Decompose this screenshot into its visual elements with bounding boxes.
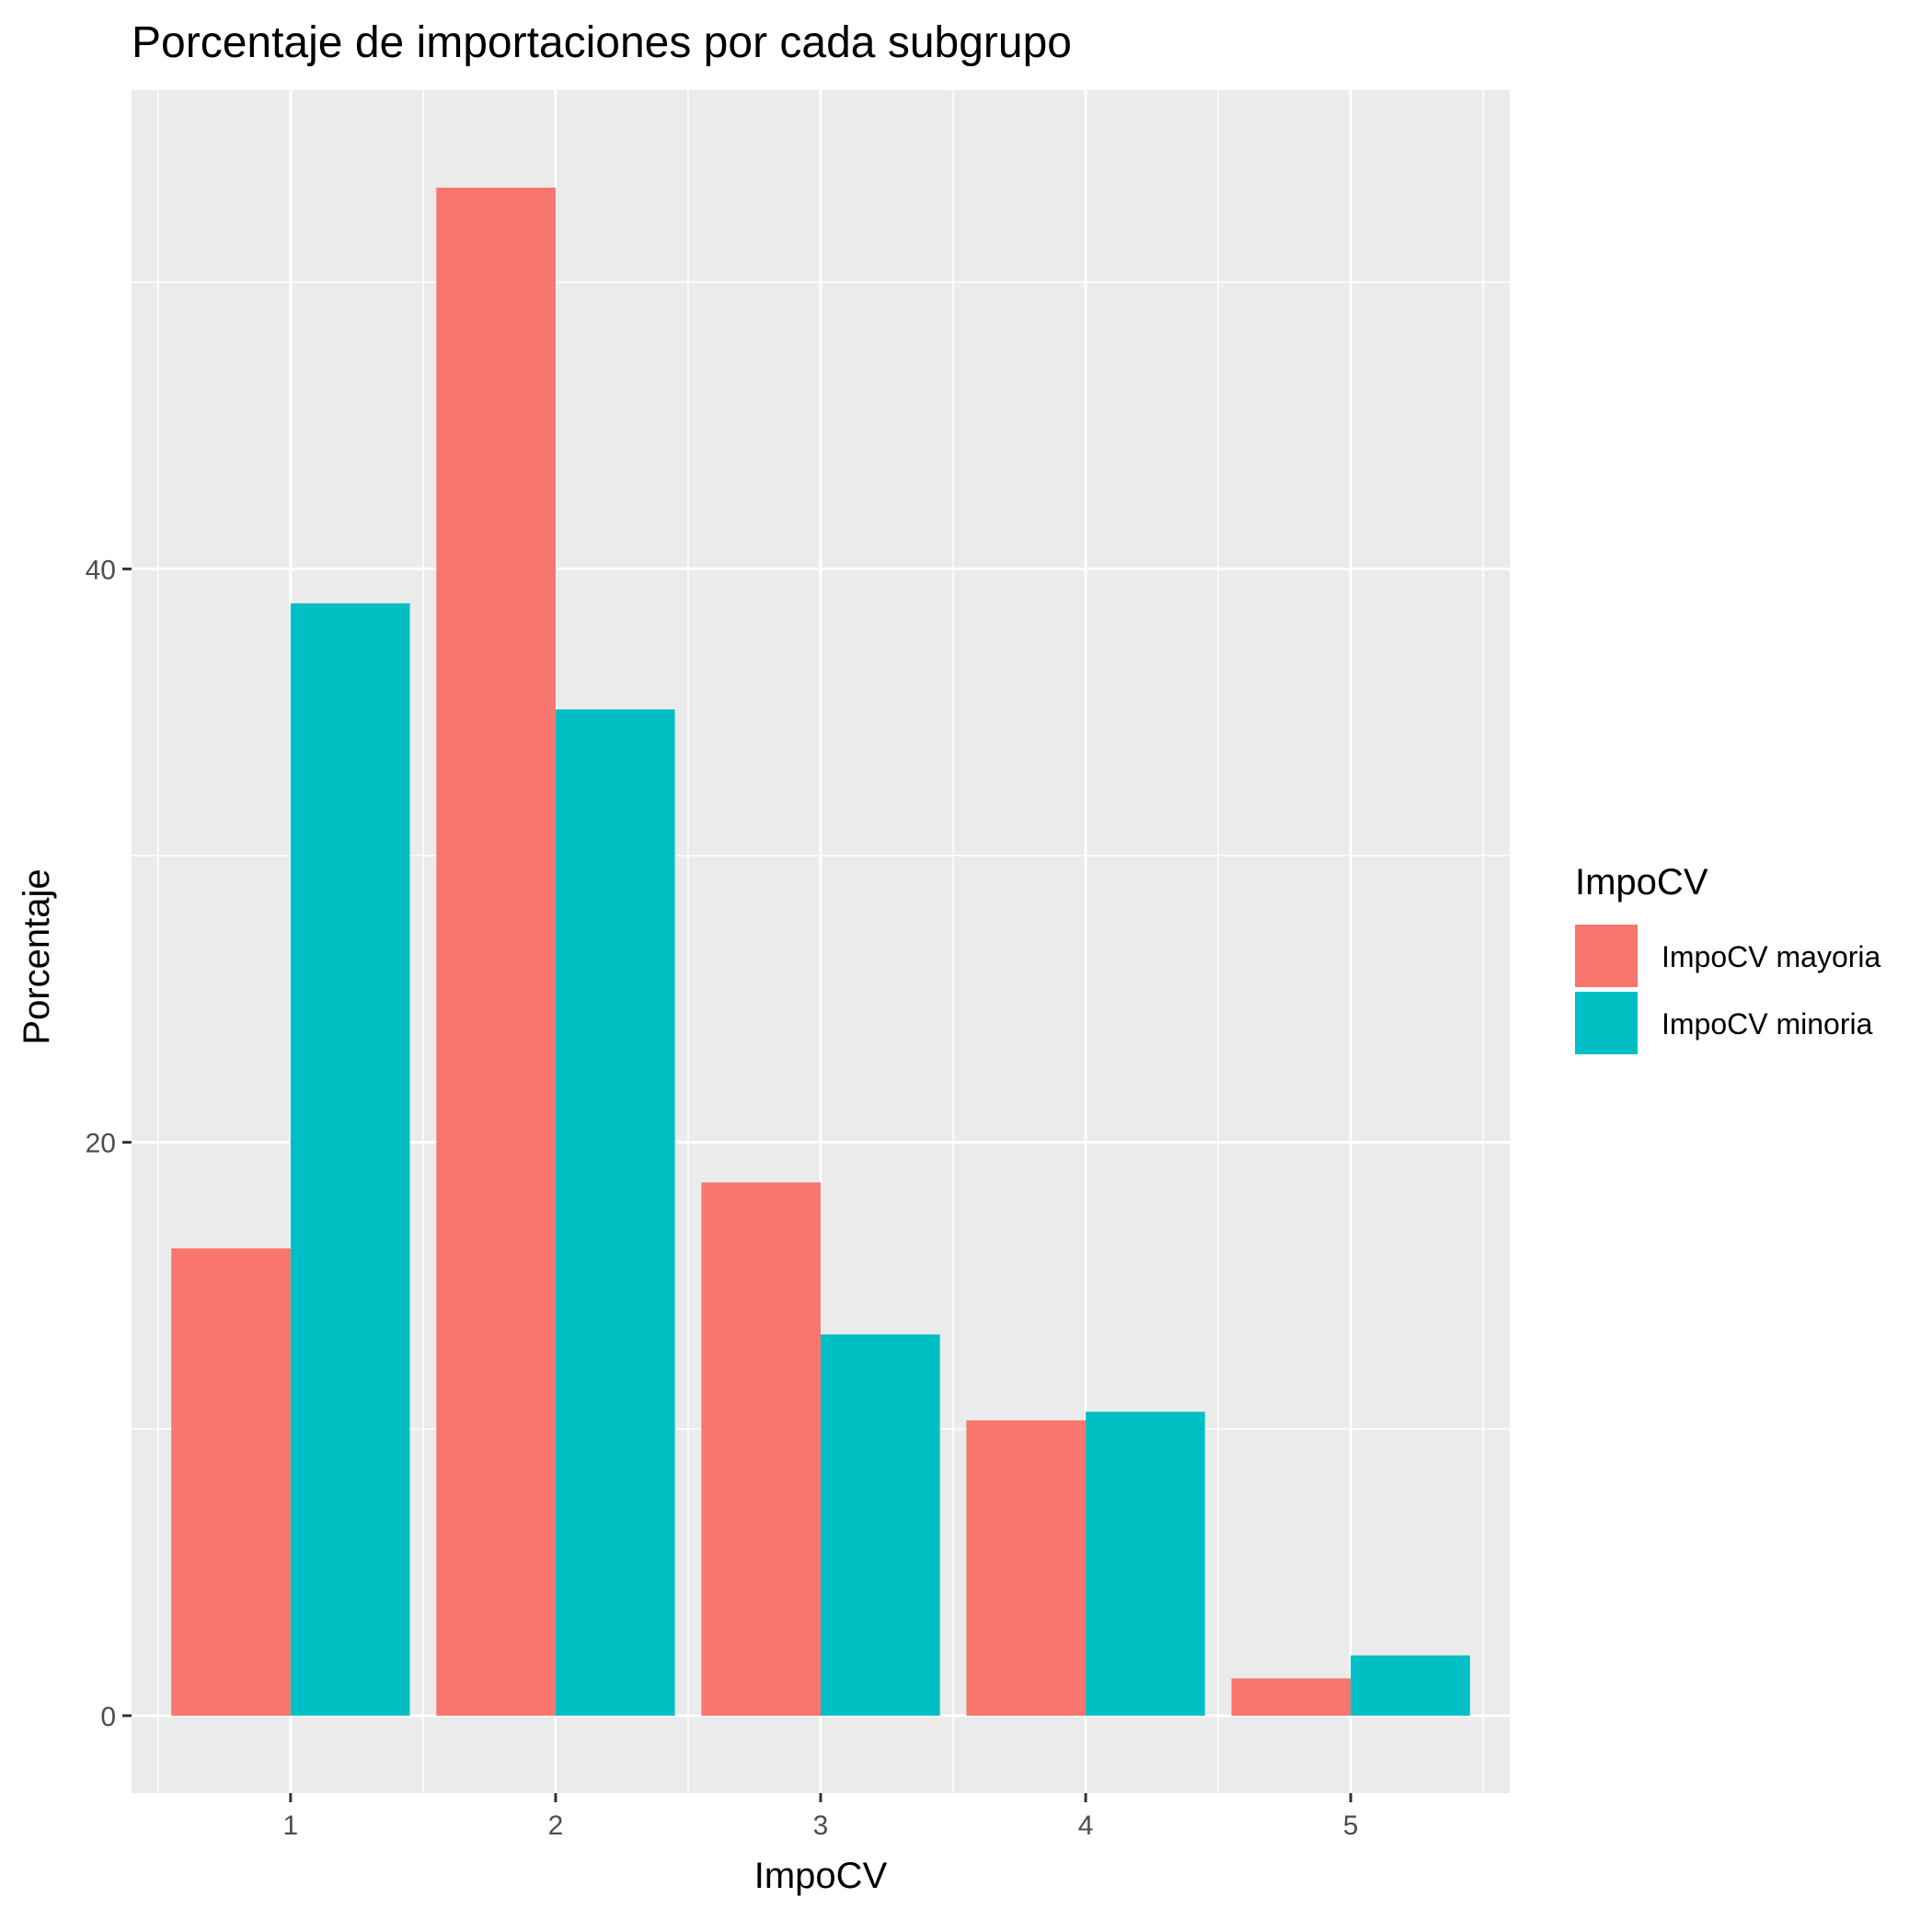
legend-label-2: ImpoCV minoria <box>1662 1007 1873 1041</box>
x-tick-label: 4 <box>1078 1811 1094 1841</box>
bar-4-series-1 <box>966 1420 1087 1716</box>
bar-1-series-2 <box>290 603 410 1716</box>
legend-label-1: ImpoCV mayoria <box>1662 940 1881 973</box>
bar-5-series-1 <box>1231 1678 1351 1716</box>
x-tick-label: 3 <box>813 1811 829 1841</box>
bar-3-series-2 <box>821 1334 940 1716</box>
legend-key-2 <box>1575 992 1638 1054</box>
x-axis: 1 2 3 4 5 <box>283 1793 1359 1841</box>
legend-key-1 <box>1575 925 1638 987</box>
bars <box>171 187 1470 1716</box>
x-axis-title: ImpoCV <box>754 1856 888 1896</box>
x-tick-label: 5 <box>1343 1811 1359 1841</box>
chart-title: Porcentaje de importaciones por cada sub… <box>132 18 1072 67</box>
bar-3-series-1 <box>701 1182 821 1716</box>
bar-1-series-1 <box>171 1248 291 1716</box>
bar-2-series-1 <box>436 187 556 1716</box>
y-axis: 0 20 40 <box>86 555 132 1732</box>
y-tick-label: 0 <box>100 1702 116 1732</box>
x-tick-label: 1 <box>283 1811 299 1841</box>
legend: ImpoCV ImpoCV mayoria ImpoCV minoria <box>1575 862 1881 1054</box>
y-tick-label: 40 <box>86 555 116 585</box>
y-tick-label: 20 <box>86 1129 116 1159</box>
y-axis-title: Porcentaje <box>17 868 57 1044</box>
bar-4-series-2 <box>1086 1411 1205 1716</box>
bar-2-series-2 <box>555 709 675 1716</box>
legend-title: ImpoCV <box>1575 862 1708 903</box>
bar-5-series-2 <box>1351 1655 1470 1716</box>
x-tick-label: 2 <box>548 1811 564 1841</box>
